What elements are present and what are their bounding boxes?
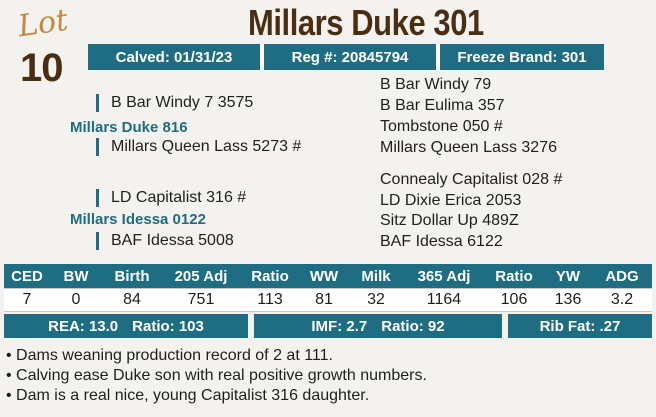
carcass-bar: REA: 13.0 Ratio: 103 IMF: 2.7 Ratio: 92 … — [4, 314, 652, 338]
dam-dam-dam: BAF Idessa 6122 — [380, 233, 503, 250]
sire-sire-sire: B Bar Windy 79 — [380, 76, 492, 93]
table-header: 365 Adj — [404, 264, 484, 289]
table-cell: 0 — [50, 288, 102, 312]
table-header: 205 Adj — [162, 264, 240, 289]
table-cell: 106 — [484, 288, 544, 312]
lot-label: Lot — [15, 2, 71, 45]
dam-dam: BAF Idessa 5008 — [96, 232, 234, 250]
sire-dam-dam: Millars Queen Lass 3276 — [380, 139, 557, 156]
table-row: 7 0 84 751 113 81 32 1164 106 136 3.2 — [4, 288, 652, 312]
sire-sire-dam: B Bar Eulima 357 — [380, 97, 505, 114]
sire-sire: B Bar Windy 7 3575 — [96, 94, 253, 112]
calved-date: Calved: 01/31/23 — [88, 44, 260, 70]
list-item: Calving ease Duke son with real positive… — [6, 366, 427, 386]
sire-dam-sire: Tombstone 050 # — [380, 118, 503, 135]
dam-sire-sire: Connealy Capitalist 028 # — [380, 171, 563, 188]
table-header: Birth — [102, 264, 162, 289]
rib-fat-value: Rib Fat: .27 — [539, 317, 621, 335]
table-cell: 113 — [240, 288, 300, 312]
table-header: ADG — [592, 264, 652, 289]
table-header: Ratio — [484, 264, 544, 289]
table-header: CED — [4, 264, 50, 289]
rea-value: REA: 13.0 — [48, 317, 119, 335]
info-bar: Calved: 01/31/23 Reg #: 20845794 Freeze … — [88, 44, 604, 70]
imf-value: IMF: 2.7 — [311, 317, 368, 335]
freeze-brand: Freeze Brand: 301 — [440, 44, 604, 70]
imf-box: IMF: 2.7 Ratio: 92 — [254, 314, 502, 338]
lot-number: 10 — [20, 46, 63, 90]
table-header: Milk — [348, 264, 404, 289]
table-header: BW — [50, 264, 102, 289]
dam-dam-sire: Sitz Dollar Up 489Z — [380, 212, 519, 229]
rea-box: REA: 13.0 Ratio: 103 — [4, 314, 248, 338]
list-item: Dam is a real nice, young Capitalist 316… — [6, 386, 427, 406]
table-header-row: CED BW Birth 205 Adj Ratio WW Milk 365 A… — [4, 264, 652, 289]
table-header: YW — [544, 264, 592, 289]
table-cell: 7 — [4, 288, 50, 312]
table-cell: 136 — [544, 288, 592, 312]
registration-number: Reg #: 20845794 — [264, 44, 436, 70]
notes-list: Dams weaning production record of 2 at 1… — [6, 346, 427, 406]
dam-name: Millars Idessa 0122 — [70, 211, 206, 228]
table-cell: 32 — [348, 288, 404, 312]
rib-fat-box: Rib Fat: .27 — [508, 314, 652, 338]
table-cell: 81 — [300, 288, 348, 312]
list-item: Dams weaning production record of 2 at 1… — [6, 346, 427, 366]
sire-name: Millars Duke 816 — [70, 119, 188, 136]
table-cell: 84 — [102, 288, 162, 312]
rea-ratio: Ratio: 103 — [132, 317, 204, 335]
table-cell: 1164 — [404, 288, 484, 312]
table-header: WW — [300, 264, 348, 289]
table-header: Ratio — [240, 264, 300, 289]
dam-sire: LD Capitalist 316 # — [96, 189, 246, 207]
performance-table: CED BW Birth 205 Adj Ratio WW Milk 365 A… — [4, 264, 652, 312]
animal-name-title: Millars Duke 301 — [248, 2, 484, 43]
table-cell: 751 — [162, 288, 240, 312]
sire-dam: Millars Queen Lass 5273 # — [96, 138, 301, 156]
imf-ratio: Ratio: 92 — [381, 317, 445, 335]
table-cell: 3.2 — [592, 288, 652, 312]
dam-sire-dam: LD Dixie Erica 2053 — [380, 192, 522, 209]
